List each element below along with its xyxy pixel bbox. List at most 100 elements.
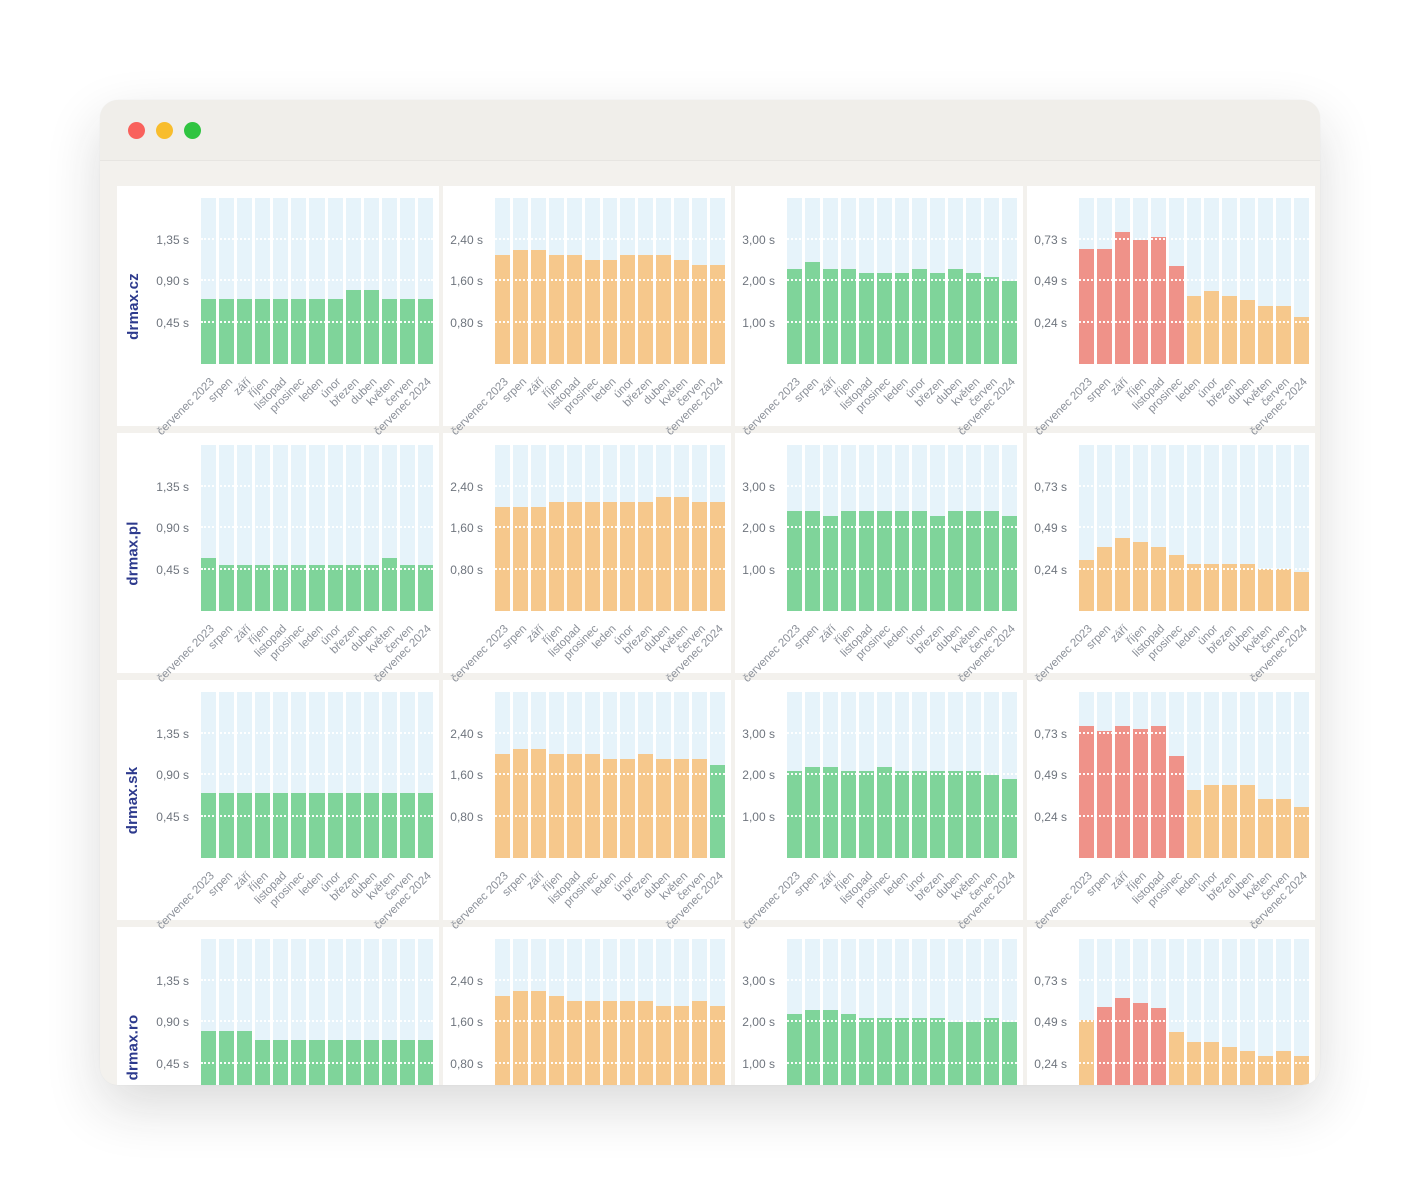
bar-slot: prosinec: [584, 939, 600, 1085]
bar-slot: říjen: [540, 692, 565, 894]
x-axis-label: červenec 2023: [449, 623, 511, 685]
y-axis-tick: 1,35 s: [156, 232, 189, 247]
bar-slot: listopad: [1130, 198, 1167, 413]
charts-grid: drmax.cz 1,35 s 0,90 s 0,45 s červenec 2023 s…: [117, 186, 1315, 1085]
y-axis-tick: 0,49 s: [1034, 521, 1067, 535]
bar-good: [363, 290, 379, 364]
bar-slot: červenec 2023: [741, 198, 803, 438]
bar-slot: září: [1109, 692, 1131, 892]
bar-slot: duben: [1225, 198, 1256, 407]
y-axis: 1,35 s 0,90 s 0,45 s: [149, 939, 195, 1085]
bar-slot: srpen: [1084, 198, 1113, 405]
bar-slot: březen: [913, 198, 946, 409]
bar-warn: [1258, 568, 1274, 611]
bar-slot: duben: [349, 445, 380, 654]
bar-good: [309, 1040, 325, 1085]
bar-slot: červen: [383, 198, 416, 409]
bar-good: [1002, 1022, 1017, 1085]
bar-good: [822, 268, 838, 364]
x-axis-label: červenec 2023: [741, 376, 803, 438]
bar-slot: říjen: [548, 939, 564, 1085]
bar-slot: září: [1114, 939, 1130, 1085]
bar-warn: [674, 260, 690, 364]
bar-slot: březen: [328, 198, 362, 409]
bar-warn: [602, 1001, 618, 1085]
y-axis-tick: 0,45 s: [156, 562, 189, 577]
bar-warn: [1168, 1032, 1184, 1085]
bar-slot: červen: [1259, 445, 1292, 656]
bar-good: [309, 299, 325, 364]
bar-warn: [1096, 546, 1112, 611]
bar-good: [345, 793, 361, 858]
bar-slot: únor: [1196, 198, 1220, 401]
bar-good: [345, 564, 361, 611]
y-axis-tick: 1,60 s: [450, 521, 483, 535]
y-axis-tick: 2,00 s: [742, 521, 775, 535]
bar-chart: 2,40 s 1,60 s 0,80 s červenec 2023srpenzáří…: [443, 927, 731, 1085]
bar-slot: leden: [882, 198, 910, 404]
minimize-button[interactable]: [156, 121, 173, 139]
bar-slot: červenec 2023: [1033, 692, 1095, 932]
bar-warn: [1204, 291, 1220, 364]
bar-slot: říjen: [1124, 692, 1149, 894]
bar-good: [948, 511, 964, 611]
bar-warn: [1258, 306, 1274, 364]
bar-warn: [566, 255, 582, 364]
bar-warn: [495, 996, 510, 1085]
bar-slot: září: [1109, 198, 1131, 398]
bar-good: [309, 564, 325, 611]
bar-slot: leden: [297, 198, 326, 404]
bar-slot: únor: [1196, 445, 1220, 648]
bar-slot: duben: [349, 692, 380, 901]
y-axis-tick: 0,45 s: [156, 1056, 189, 1071]
bar-slot: prosinec: [268, 692, 307, 909]
bar-slot: srpen: [792, 692, 821, 899]
bar-slot: září: [530, 939, 546, 1085]
bar-slot: srpen: [512, 939, 528, 1085]
bar-slot: duben: [641, 692, 672, 901]
y-axis-tick: 0,73 s: [1034, 233, 1067, 248]
bar-poor: [1168, 265, 1184, 364]
bar-warn: [620, 759, 636, 858]
bar-slot: květen: [950, 692, 982, 902]
bar-slot: říjen: [832, 692, 857, 894]
y-axis-tick: 0,24 s: [1034, 810, 1067, 825]
bar-slot: březen: [621, 198, 654, 409]
y-axis: 0,73 s 0,49 s 0,24 s: [1027, 445, 1073, 611]
bar-warn: [1114, 538, 1130, 611]
bar-good: [840, 268, 856, 364]
site-label-text: drmax.sk: [124, 766, 142, 834]
close-button[interactable]: [128, 121, 145, 139]
bar-slot: červen: [967, 692, 1000, 903]
bar-chart: 1,35 s 0,90 s 0,45 s červenec 2023srpenzáří…: [149, 927, 439, 1085]
bar-slot: listopad: [1150, 939, 1166, 1085]
bar-slot: červen: [1259, 692, 1292, 903]
bar-slot: prosinec: [853, 445, 893, 662]
maximize-button[interactable]: [184, 121, 201, 139]
bar-warn: [620, 502, 636, 611]
bar-slot: červen: [967, 198, 1000, 409]
bar-slot: únor: [904, 198, 928, 401]
chart-panel-drmax.cz-4: 0,73 s 0,49 s 0,24 s červenec 2023 srpen září…: [1027, 186, 1315, 438]
y-axis-tick: 1,60 s: [450, 274, 483, 288]
bar-good: [930, 1017, 946, 1085]
bar-slot: květen: [966, 939, 982, 1085]
bar-slot: říjen: [540, 445, 565, 647]
bar-slot: prosinec: [1145, 692, 1185, 909]
bar-warn: [1186, 790, 1202, 858]
y-axis: 3,00 s 2,00 s 1,00 s: [735, 198, 781, 364]
bar-warn: [638, 1001, 654, 1085]
bar-slot: říjen: [840, 939, 856, 1085]
site-label: drmax.ro: [117, 927, 149, 1085]
bar-warn: [495, 507, 510, 611]
bar-slot: květen: [365, 692, 398, 902]
site-row-drmax.cz: drmax.cz 1,35 s 0,90 s 0,45 s červenec 2023 s…: [117, 186, 1315, 438]
bar-slot: říjen: [1124, 198, 1149, 400]
bar-slot: březen: [345, 939, 361, 1085]
bar-slot: září: [822, 939, 838, 1085]
bar-slot: leden: [590, 198, 618, 404]
bar-warn: [548, 502, 564, 611]
